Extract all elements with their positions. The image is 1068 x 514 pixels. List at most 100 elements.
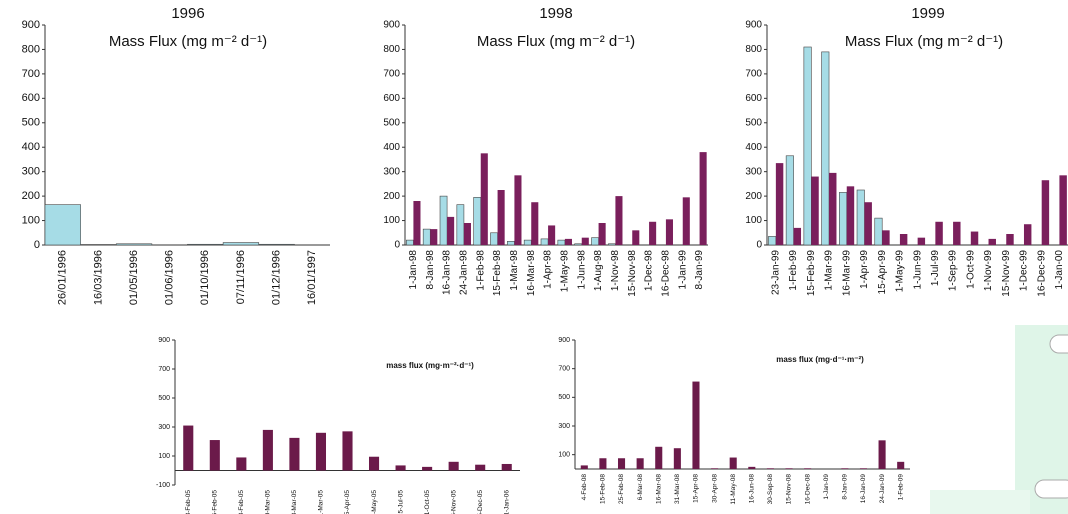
y-tick-label: 500: [745, 117, 762, 128]
x-tick-label: 1-Jul-99: [930, 250, 941, 287]
x-tick-label: 28-Feb-05: [238, 490, 245, 514]
bar: [811, 176, 819, 245]
bar: [793, 227, 802, 245]
x-tick-label: 5-Dec-05: [477, 490, 484, 514]
bar: [864, 202, 872, 245]
y-tick-label: 0: [756, 240, 762, 251]
y-tick-label: 700: [158, 366, 170, 373]
bar: [258, 243, 295, 246]
bar: [183, 425, 194, 471]
x-tick-label: 16-Mar-98: [526, 250, 537, 297]
bar: [608, 243, 616, 246]
x-tick-label: 1-Jan-00: [1054, 250, 1065, 290]
x-tick-label: 15-Nov-99: [1001, 250, 1012, 297]
bar: [473, 197, 482, 246]
bar: [882, 230, 890, 245]
x-tick-label: 15-Feb-99: [806, 250, 817, 297]
bar: [839, 192, 848, 246]
x-tick-label: 1-Feb-98: [475, 250, 486, 291]
bar: [413, 201, 421, 245]
x-tick-label: 1-Mar-98: [509, 250, 520, 291]
bar: [209, 440, 220, 471]
x-tick-label: 16-Mar-99: [841, 250, 852, 297]
y-tick-label: 700: [383, 69, 400, 80]
x-tick-label: 11-Mar-05: [318, 490, 325, 514]
bar: [699, 152, 707, 245]
bar: [729, 457, 737, 469]
x-tick-label: 1-Dec-98: [644, 250, 655, 292]
bar: [768, 236, 777, 246]
y-tick-label: 0: [34, 239, 40, 251]
y-tick-label: 200: [22, 190, 40, 202]
bar: [439, 195, 448, 246]
x-tick-label: 15-Nov-08: [786, 474, 793, 505]
x-tick-label: 1-Jan-99: [677, 250, 688, 290]
x-tick-label: 1-Oct-05: [424, 490, 431, 514]
x-tick-label: 16-Jan-09: [860, 474, 867, 504]
x-tick-label: 1-Jun-98: [576, 250, 587, 290]
x-tick-label: 01/06/1996: [164, 250, 176, 305]
y-tick-label: 300: [22, 166, 40, 178]
bar: [497, 190, 505, 245]
bar: [422, 228, 431, 246]
annotation: Mass Flux (mg m⁻² d⁻¹): [845, 33, 1003, 50]
y-tick-label: 100: [158, 453, 170, 460]
x-tick-label: 6-Mar-08: [637, 474, 644, 501]
bar: [632, 230, 640, 245]
y-tick-label: 700: [745, 69, 762, 80]
bar: [222, 242, 260, 246]
bar: [342, 431, 353, 471]
bar: [617, 458, 626, 469]
bar: [531, 202, 539, 245]
x-tick-label: 15-Apr-08: [693, 474, 700, 503]
x-tick-label: 1-Jan-06: [503, 490, 510, 514]
x-tick-label: 31-Mar-08: [674, 474, 681, 504]
x-tick-label: 1-Apr-98: [543, 250, 554, 289]
y-tick-label: 600: [745, 93, 762, 104]
x-tick-label: 15-Feb-98: [492, 250, 503, 297]
bar: [874, 217, 883, 246]
bar: [448, 461, 459, 471]
y-tick-label: 0: [394, 240, 400, 251]
bar: [899, 234, 908, 245]
x-tick-label: 1-Jun-99: [912, 250, 923, 290]
bar: [829, 172, 837, 245]
y-tick-label: 300: [158, 424, 170, 431]
bar: [236, 457, 247, 471]
x-tick-label: 8-Jan-99: [694, 250, 705, 290]
y-tick-label: 500: [383, 117, 400, 128]
bar: [636, 458, 644, 469]
x-tick-label: 30-Sep-08: [767, 474, 774, 505]
x-tick-label: 15-Apr-99: [877, 250, 888, 295]
bar: [615, 196, 623, 245]
bar: [1059, 175, 1067, 245]
annotation: Mass Flux (mg m⁻² d⁻¹): [477, 33, 635, 50]
bar: [804, 468, 812, 469]
x-tick-label: 16/01/1997: [306, 250, 318, 305]
chart-title: 1998: [539, 5, 572, 22]
y-tick-label: 400: [22, 141, 40, 153]
y-tick-label: 700: [558, 366, 570, 373]
x-tick-label: 1-Sep-99: [948, 250, 959, 292]
y-tick-label: 800: [22, 43, 40, 55]
bar: [785, 155, 794, 246]
y-tick-label: 800: [383, 44, 400, 55]
x-tick-label: 23-Jan-99: [771, 250, 782, 295]
x-tick-label: 1-Feb-99: [788, 250, 799, 291]
x-tick-label: 1-Apr-99: [859, 250, 870, 289]
x-tick-label: 16-Dec-98: [661, 250, 672, 297]
bar: [430, 229, 438, 245]
y-tick-label: 300: [383, 166, 400, 177]
bar: [463, 223, 471, 245]
bar: [514, 175, 522, 245]
x-tick-label: 24-Jan-09: [879, 474, 886, 504]
x-tick-label: 4-Feb-08: [581, 474, 588, 501]
bar: [970, 231, 979, 245]
y-tick-label: 300: [558, 423, 570, 430]
bar: [395, 465, 406, 471]
bar: [540, 238, 549, 246]
bar: [803, 46, 812, 246]
y-tick-label: 500: [22, 117, 40, 129]
bar: [501, 463, 512, 471]
